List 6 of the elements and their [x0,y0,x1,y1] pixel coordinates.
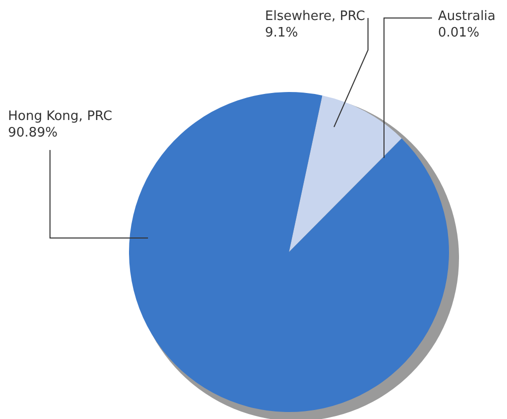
data-label: 0.01% [438,25,480,40]
slice-label: Hong Kong, PRC [8,109,112,124]
slice-label: Australia [438,9,496,24]
slice-label: Elsewhere, PRC [265,9,366,24]
data-label: 90.89% [8,125,58,140]
data-label: 9.1% [265,25,298,40]
